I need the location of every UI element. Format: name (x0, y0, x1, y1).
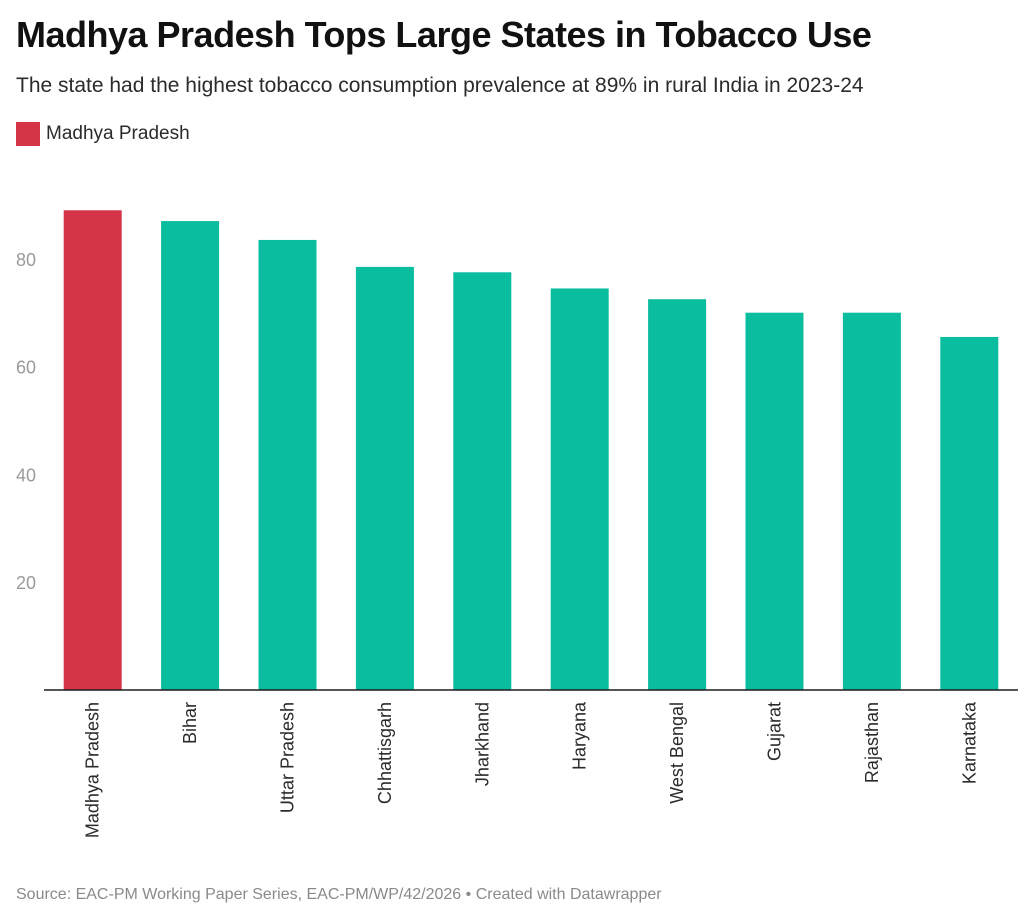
y-tick-label: 80 (16, 250, 36, 270)
bar-gujarat (745, 312, 804, 690)
bar-jharkhand (453, 272, 512, 690)
x-category-label: Rajasthan (862, 702, 882, 783)
bar-uttar-pradesh (258, 239, 317, 690)
chart-subtitle: The state had the highest tobacco consum… (16, 74, 864, 97)
legend-label: Madhya Pradesh (46, 123, 190, 144)
x-category-label: Jharkhand (472, 702, 492, 786)
y-tick-label: 60 (16, 358, 36, 378)
x-category-label: Haryana (570, 701, 590, 770)
x-category-label: Karnataka (959, 701, 979, 784)
source-note: Source: EAC-PM Working Paper Series, EAC… (16, 886, 662, 903)
y-tick-label: 20 (16, 573, 36, 593)
x-category-label: Madhya Pradesh (83, 702, 103, 838)
x-category-label: Chhattisgarh (375, 702, 395, 804)
bar-haryana (550, 288, 609, 690)
legend: Madhya Pradesh (16, 122, 190, 146)
bar-karnataka (940, 336, 999, 690)
y-tick-label: 40 (16, 465, 36, 485)
bar-bihar (161, 221, 220, 690)
bar-chart: 20 40 60 80 Madhya Pradesh Bihar Uttar Pradesh… (16, 210, 1018, 838)
x-category-label: West Bengal (667, 702, 687, 804)
x-category-label: Uttar Pradesh (278, 702, 298, 813)
x-category-label: Gujarat (765, 702, 785, 761)
bar-chhattisgarh (355, 266, 414, 690)
bar-rajasthan (842, 312, 901, 690)
x-category-label: Bihar (180, 702, 200, 744)
bar-madhya-pradesh (63, 210, 122, 690)
bar-west-bengal (648, 299, 707, 690)
legend-swatch-highlight (16, 122, 40, 146)
chart-title: Madhya Pradesh Tops Large States in Toba… (16, 14, 872, 55)
